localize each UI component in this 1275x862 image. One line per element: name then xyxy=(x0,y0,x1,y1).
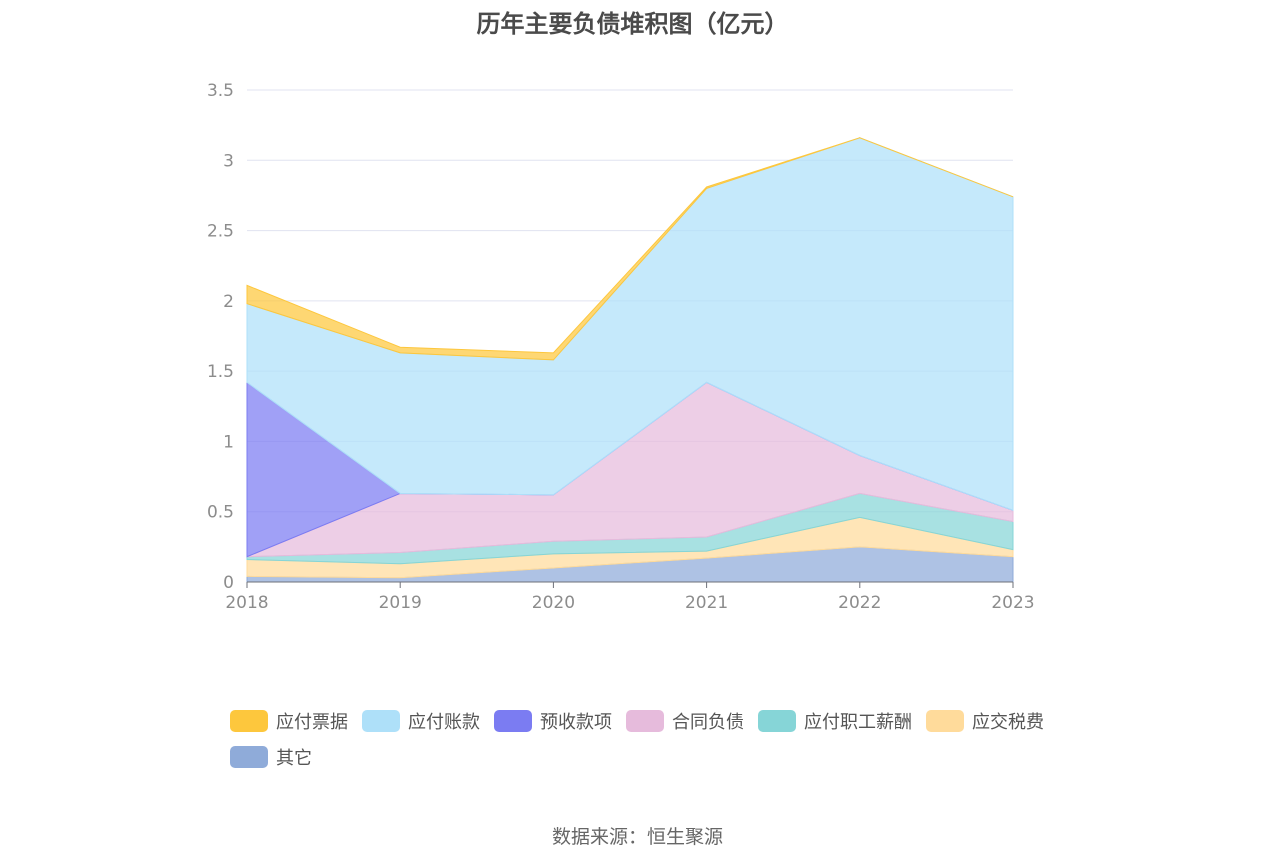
legend-item[interactable]: 应付职工薪酬 xyxy=(758,710,912,733)
x-tick-label: 2022 xyxy=(838,593,881,613)
y-tick-label: 3 xyxy=(223,151,234,171)
legend-swatch xyxy=(494,710,532,732)
legend-label: 其它 xyxy=(276,748,312,769)
x-tick-label: 2018 xyxy=(225,593,268,613)
legend-swatch xyxy=(230,710,268,732)
y-tick-label: 1.5 xyxy=(207,362,234,382)
legend-swatch xyxy=(758,710,796,732)
area-series-应付票据[interactable] xyxy=(246,137,1014,361)
legend-item[interactable]: 其它 xyxy=(230,746,312,769)
y-tick-label: 0.5 xyxy=(207,503,234,523)
legend-label: 应付票据 xyxy=(276,712,348,733)
legend-swatch xyxy=(362,710,400,732)
legend-item[interactable]: 应付账款 xyxy=(362,710,480,733)
x-tick-label: 2020 xyxy=(532,593,575,613)
legend-swatch xyxy=(230,746,268,768)
y-tick-label: 3.5 xyxy=(207,81,234,101)
legend-item[interactable]: 合同负债 xyxy=(626,710,744,733)
x-tick-label: 2021 xyxy=(685,593,728,613)
y-tick-label: 2 xyxy=(223,292,234,312)
data-source: 数据来源：恒生聚源 xyxy=(551,826,723,848)
stacked-area-chart: 0 0.5 1 1.5 2 2.5 3 3.5 2018 2019 2020 2021 2022 2023 xyxy=(207,81,1035,613)
y-tick-label: 2.5 xyxy=(207,222,234,242)
area-series xyxy=(246,137,1014,583)
legend-label: 应付账款 xyxy=(408,712,480,733)
y-tick-label: 0 xyxy=(223,573,234,593)
legend-item[interactable]: 预收款项 xyxy=(494,710,612,733)
x-tick-label: 2023 xyxy=(991,593,1034,613)
x-tick-label: 2019 xyxy=(379,593,422,613)
legend-item[interactable]: 应付票据 xyxy=(230,710,348,733)
legend-item[interactable]: 应交税费 xyxy=(926,710,1044,733)
legend-label: 合同负债 xyxy=(672,712,744,733)
axes: 0 0.5 1 1.5 2 2.5 3 3.5 2018 2019 2020 2021 2022 2023 xyxy=(207,81,1035,613)
chart-title: 历年主要负债堆积图（亿元） xyxy=(476,10,789,38)
y-tick-label: 1 xyxy=(223,432,234,452)
legend-label: 应交税费 xyxy=(972,712,1044,733)
legend-swatch xyxy=(926,710,964,732)
legend: 应付票据 应付账款 预收款项 合同负债 应付职工薪酬 应交税费其它 xyxy=(230,710,1060,769)
legend-label: 应付职工薪酬 xyxy=(804,712,912,733)
legend-label: 预收款项 xyxy=(540,712,612,733)
legend-swatch xyxy=(626,710,664,732)
